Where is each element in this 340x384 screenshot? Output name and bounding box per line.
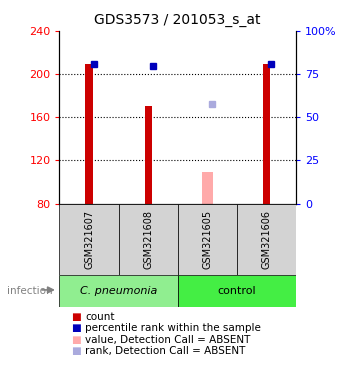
Text: GSM321607: GSM321607 [84, 210, 94, 268]
Text: ■: ■ [71, 312, 81, 322]
Text: rank, Detection Call = ABSENT: rank, Detection Call = ABSENT [85, 346, 245, 356]
Text: control: control [217, 286, 256, 296]
Bar [59, 204, 119, 275]
Text: GSM321608: GSM321608 [143, 210, 153, 268]
Bar [202, 172, 212, 204]
Text: ■: ■ [71, 335, 81, 345]
Bar [177, 204, 237, 275]
Bar [144, 106, 152, 204]
Bar [119, 204, 177, 275]
Bar [59, 275, 177, 307]
Bar [237, 204, 296, 275]
Text: GSM321606: GSM321606 [261, 210, 271, 268]
Bar [177, 275, 296, 307]
Text: GSM321605: GSM321605 [202, 210, 212, 268]
Text: ■: ■ [71, 346, 81, 356]
Text: count: count [85, 312, 115, 322]
Bar [263, 64, 270, 204]
Bar [85, 64, 92, 204]
Text: value, Detection Call = ABSENT: value, Detection Call = ABSENT [85, 335, 250, 345]
Text: infection: infection [7, 286, 52, 296]
Text: ■: ■ [71, 323, 81, 333]
Text: C. pneumonia: C. pneumonia [80, 286, 157, 296]
Title: GDS3573 / 201053_s_at: GDS3573 / 201053_s_at [95, 13, 261, 27]
Text: percentile rank within the sample: percentile rank within the sample [85, 323, 261, 333]
